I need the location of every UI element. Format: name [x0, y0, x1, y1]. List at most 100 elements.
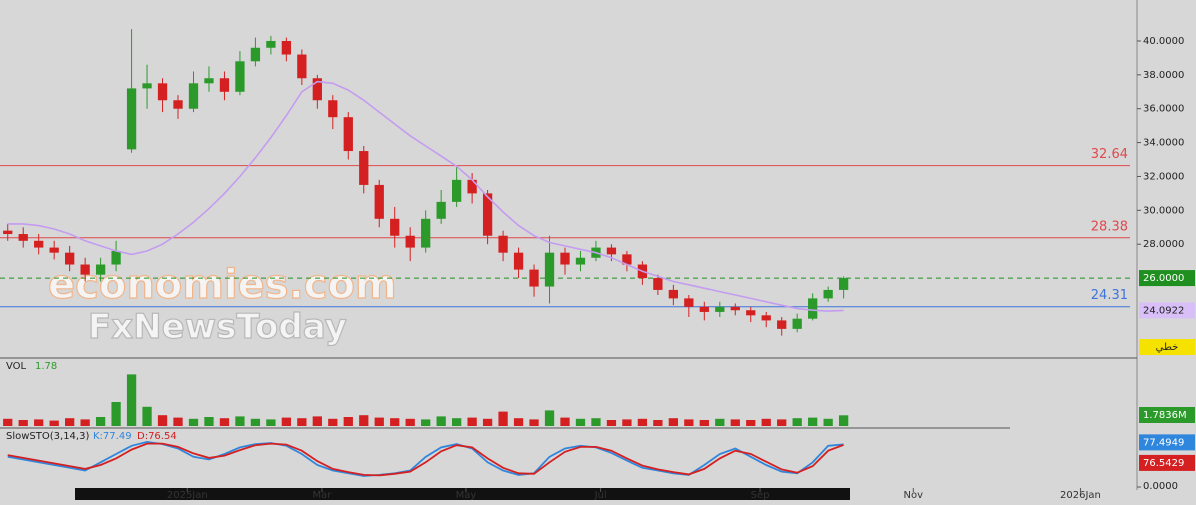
scale-mode-box — [1139, 339, 1195, 355]
x-tick-label: Jul — [594, 490, 607, 501]
stoch-marker-box — [1139, 454, 1195, 471]
candle-body — [65, 252, 75, 265]
candle-body — [421, 218, 431, 248]
candle-body — [80, 264, 90, 275]
volume-marker: 1.7836M — [1143, 410, 1187, 421]
volume-bar — [142, 406, 152, 426]
volume-bar — [560, 417, 570, 426]
candle-body — [405, 235, 415, 248]
moving-average — [7, 80, 844, 312]
candle-body — [808, 298, 818, 319]
watermark: economies.com — [48, 262, 397, 308]
volume-bar — [111, 402, 121, 426]
volume-bar — [328, 418, 338, 426]
candle-body — [498, 235, 508, 253]
candle-body — [668, 289, 678, 299]
y-tick-label: 38.0000 — [1143, 70, 1184, 81]
stoch-k-label: K:77.49 — [93, 431, 132, 442]
candle-body — [513, 252, 524, 270]
level-label: 24.31 — [1091, 288, 1128, 303]
volume-bar — [792, 418, 802, 426]
volume-bar — [126, 374, 137, 426]
candle-body — [622, 254, 632, 265]
candle-body — [312, 78, 322, 101]
stoch-line — [7, 440, 844, 477]
candle-body — [390, 218, 400, 236]
volume-bar — [761, 418, 771, 426]
candle-body — [328, 100, 338, 118]
candle-body — [777, 320, 787, 329]
candle-body — [250, 47, 261, 62]
x-tick-label: Sep — [751, 490, 770, 501]
x-tick-label: Nov — [904, 490, 924, 501]
volume-bar — [529, 419, 539, 426]
candle-body — [374, 184, 384, 219]
volume-bar — [157, 415, 168, 426]
candle-body — [715, 306, 725, 312]
volume-bar — [359, 415, 369, 426]
y-tick-label: 34.0000 — [1143, 138, 1184, 149]
scrollbar[interactable] — [75, 488, 850, 500]
last-price-label: 26.0000 — [1143, 273, 1184, 284]
volume-bar — [49, 420, 59, 426]
volume-marker-box — [1139, 407, 1195, 423]
y-tick-label: 0.0000 — [1143, 481, 1178, 492]
scale-mode: خطي — [1156, 342, 1179, 353]
volume-bar — [482, 418, 493, 426]
candle-body — [730, 306, 740, 311]
candle-body — [359, 151, 369, 185]
candle-body — [761, 315, 771, 321]
volume-bar — [312, 416, 322, 426]
volume-bar — [235, 416, 245, 426]
volume-bar — [452, 418, 462, 426]
volume-bar — [343, 417, 353, 426]
y-tick-label: 36.0000 — [1143, 104, 1184, 115]
watermark: FxNewsToday — [88, 307, 347, 347]
candle-body — [204, 78, 214, 84]
stoch-line — [7, 442, 844, 477]
candle-body — [560, 252, 570, 265]
volume-bar — [513, 418, 524, 426]
ma-label: 24.0922 — [1143, 305, 1184, 316]
candle-body — [467, 179, 477, 194]
candle-body — [34, 240, 44, 248]
volume-bar — [606, 420, 617, 426]
candle-body — [684, 298, 694, 307]
candle-body — [297, 54, 307, 79]
volume-bar — [591, 418, 601, 426]
stoch-marker: 76.5429 — [1143, 458, 1184, 469]
volume-bar — [637, 418, 648, 426]
volume-bar — [80, 419, 90, 426]
volume-bar — [34, 419, 44, 426]
candle-body — [3, 230, 13, 235]
volume-bar — [823, 418, 833, 426]
volume-bar — [622, 419, 632, 426]
volume-bar — [808, 417, 818, 426]
level-label: 28.38 — [1091, 219, 1128, 234]
candle-body — [838, 278, 849, 290]
candle-body — [126, 88, 137, 150]
candle-body — [281, 40, 292, 55]
x-tick-label: 2026Jan — [1060, 490, 1101, 501]
y-tick-label: 28.0000 — [1143, 239, 1184, 250]
volume-bar — [250, 418, 261, 426]
x-tick-label: Mar — [313, 490, 333, 501]
volume-bar — [188, 418, 199, 426]
volume-bar — [3, 418, 13, 426]
x-tick-label: 2025Jan — [167, 490, 208, 501]
volume-bar — [297, 418, 307, 426]
candle-body — [188, 83, 199, 109]
y-tick-label: 30.0000 — [1143, 205, 1184, 216]
y-tick-label: 32.0000 — [1143, 171, 1184, 182]
candle-body — [653, 278, 663, 290]
volume-bar — [204, 417, 214, 426]
volume-bar — [699, 420, 709, 426]
volume-bar — [95, 417, 106, 426]
candle-body — [343, 117, 353, 152]
volume-label: VOL — [6, 361, 27, 372]
volume-bar — [467, 417, 477, 426]
last-price-label-box — [1139, 270, 1195, 287]
candle-body — [157, 83, 168, 101]
volume-bar — [436, 416, 446, 426]
